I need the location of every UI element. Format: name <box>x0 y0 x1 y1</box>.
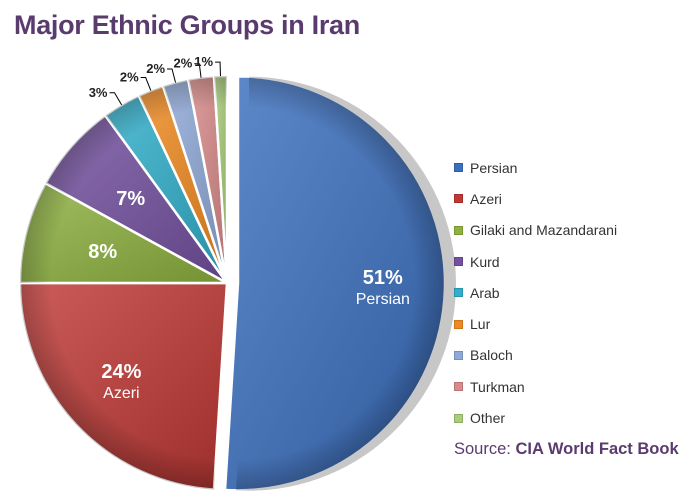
source-prefix: Source: <box>454 440 516 458</box>
legend-label: Persian <box>470 159 518 176</box>
legend-label: Azeri <box>470 190 502 207</box>
legend-swatch <box>454 257 463 267</box>
legend-label: Other <box>470 410 506 427</box>
legend-item-other: Other <box>454 402 694 433</box>
legend-item-kurd: Kurd <box>454 246 694 277</box>
legend-swatch <box>454 288 463 298</box>
legend-item-arab: Arab <box>454 277 694 308</box>
slice-arab-leader-line <box>109 92 123 106</box>
legend-label: Baloch <box>470 347 513 364</box>
legend-item-turkman: Turkman <box>454 371 694 402</box>
slice-azeri-value-label: 24% <box>101 361 141 383</box>
slice-other-value-label: 1% <box>194 54 213 69</box>
legend-item-baloch: Baloch <box>454 340 694 371</box>
slice-arab-value-label: 3% <box>89 85 108 100</box>
legend-swatch <box>454 163 463 173</box>
legend-label: Kurd <box>470 253 500 270</box>
slice-turkman-value-label: 2% <box>174 56 193 71</box>
slice-lur-value-label: 2% <box>120 70 139 85</box>
legend-swatch <box>454 194 463 204</box>
slice-gilaki-and-mazandarani-value-label: 8% <box>88 241 117 263</box>
slice-other-leader-line <box>215 61 221 77</box>
slice-persian-category-label: Persian <box>356 291 410 308</box>
legend-swatch <box>454 382 463 392</box>
legend-swatch <box>454 225 463 235</box>
legend-swatch <box>454 350 463 360</box>
slice-kurd-value-label: 7% <box>116 188 145 210</box>
slice-azeri <box>18 281 229 491</box>
slice-other <box>212 74 229 285</box>
source-note: Source: CIA World Fact Book <box>454 440 679 459</box>
legend-item-lur: Lur <box>454 308 694 339</box>
legend: Persian Azeri Gilaki and Mazandarani Kurd Ar… <box>454 152 694 434</box>
slice-turkman-leader-line <box>194 63 202 78</box>
legend-label: Gilaki and Mazandarani <box>470 222 618 239</box>
slice-persian-value-label: 51% <box>363 267 403 289</box>
legend-label: Arab <box>470 284 500 301</box>
legend-label: Lur <box>470 316 491 333</box>
chart-title: Major Ethnic Groups in Iran <box>14 10 360 40</box>
slice-azeri-category-label: Azeri <box>103 385 139 402</box>
legend-swatch <box>454 319 463 329</box>
legend-item-gilaki-and-mazandarani: Gilaki and Mazandarani <box>454 215 694 246</box>
slice-gilaki-and-mazandarani <box>18 182 229 285</box>
slice-baloch-value-label: 2% <box>146 61 165 76</box>
legend-label: Turkman <box>470 378 525 395</box>
slice-persian <box>223 75 456 492</box>
legend-item-azeri: Azeri <box>454 183 694 214</box>
source-name: CIA World Fact Book <box>515 440 679 458</box>
legend-item-persian: Persian <box>454 152 694 183</box>
legend-swatch <box>454 413 463 423</box>
slice-baloch-leader-line <box>167 68 177 83</box>
slice-lur-leader-line <box>140 77 152 91</box>
